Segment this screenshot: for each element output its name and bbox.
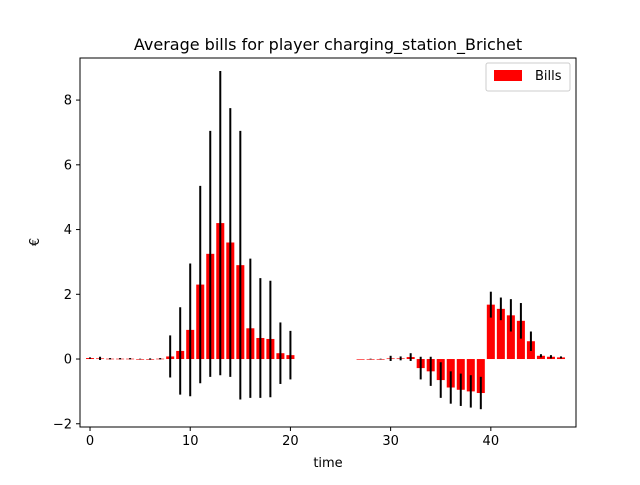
y-tick-label: 0	[64, 353, 72, 368]
bar	[506, 315, 515, 360]
y-tick-label: 4	[64, 223, 72, 238]
chart-title: Average bills for player charging_statio…	[134, 35, 522, 55]
x-axis-label: time	[313, 456, 342, 471]
plot-area	[86, 70, 565, 410]
y-tick-label: 2	[64, 288, 72, 303]
plot-frame	[79, 57, 577, 428]
legend-swatch	[494, 70, 522, 81]
bar	[356, 359, 365, 360]
y-axis-label: €	[28, 238, 43, 246]
legend-label: Bills	[535, 69, 562, 84]
bar	[496, 308, 505, 360]
x-tick-label: 20	[282, 434, 299, 449]
x-tick-label: 30	[382, 434, 399, 449]
y-tick-label: 6	[64, 158, 72, 173]
y-tick-label: −2	[53, 417, 72, 432]
x-tick-label: 40	[483, 434, 500, 449]
x-tick-label: 10	[182, 434, 199, 449]
bar	[486, 304, 495, 360]
y-tick-label: 8	[64, 94, 72, 109]
legend: Bills	[485, 62, 571, 92]
x-tick-label: 0	[86, 434, 94, 449]
bar	[476, 359, 485, 394]
bar	[516, 320, 525, 360]
axes: 0 10 20 30 40 −2 0 2 4 6 8	[53, 57, 577, 449]
